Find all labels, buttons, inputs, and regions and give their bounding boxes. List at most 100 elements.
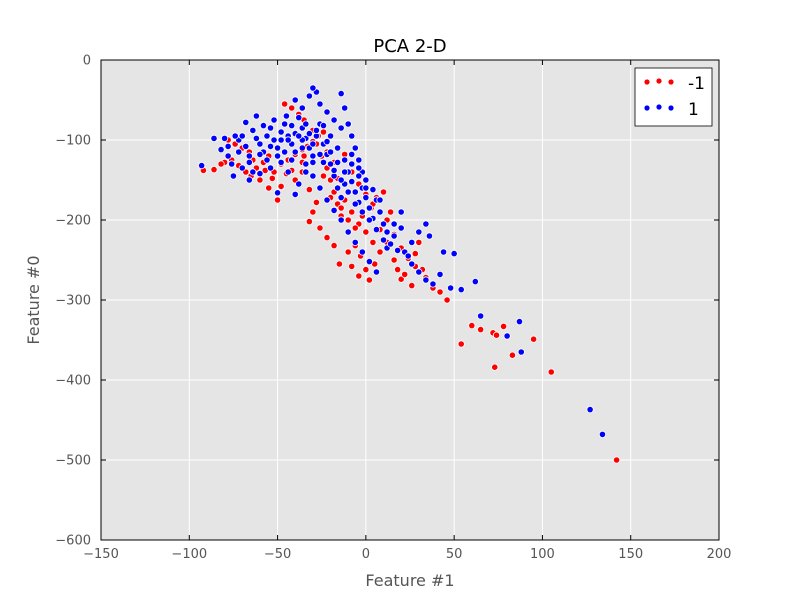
point-pos1 xyxy=(291,96,299,104)
point-neg1 xyxy=(468,321,476,330)
point-neg1 xyxy=(265,184,273,192)
point-pos1 xyxy=(358,248,366,256)
point-neg1 xyxy=(529,335,538,343)
point-pos1 xyxy=(365,216,373,224)
x-tick-label: 200 xyxy=(707,547,732,562)
point-neg1 xyxy=(492,331,501,339)
point-pos1 xyxy=(249,126,257,134)
point-pos1 xyxy=(270,136,278,144)
point-pos1 xyxy=(277,136,285,144)
point-pos1 xyxy=(341,156,349,164)
point-pos1 xyxy=(358,208,366,216)
point-pos1 xyxy=(256,150,264,158)
point-pos1 xyxy=(390,232,398,240)
point-pos1 xyxy=(259,122,268,130)
point-pos1 xyxy=(319,158,328,166)
point-pos1 xyxy=(383,228,391,236)
point-neg1 xyxy=(305,218,313,226)
point-pos1 xyxy=(390,220,398,228)
point-pos1 xyxy=(394,246,402,254)
legend-marker xyxy=(655,103,663,111)
x-axis-label: Feature #1 xyxy=(365,571,454,590)
point-pos1 xyxy=(277,128,285,136)
point-neg1 xyxy=(256,176,264,184)
legend-marker xyxy=(643,78,651,86)
point-pos1 xyxy=(334,144,342,152)
point-pos1 xyxy=(334,158,342,166)
point-pos1 xyxy=(224,152,232,160)
x-tick-label: −100 xyxy=(171,547,207,562)
point-pos1 xyxy=(284,136,292,144)
point-neg1 xyxy=(379,188,388,196)
point-pos1 xyxy=(344,228,352,236)
point-pos1 xyxy=(295,114,303,122)
point-neg1 xyxy=(408,281,416,290)
point-neg1 xyxy=(348,208,356,216)
chart-title: PCA 2-D xyxy=(373,36,446,57)
point-pos1 xyxy=(319,122,328,130)
point-pos1 xyxy=(284,168,292,176)
point-pos1 xyxy=(362,176,370,184)
legend-marker xyxy=(643,104,651,112)
point-pos1 xyxy=(235,148,243,156)
point-pos1 xyxy=(425,232,434,240)
point-pos1 xyxy=(408,260,416,268)
point-pos1 xyxy=(337,176,345,184)
point-pos1 xyxy=(415,268,423,276)
point-pos1 xyxy=(326,148,335,156)
point-pos1 xyxy=(245,176,253,184)
point-pos1 xyxy=(273,189,282,197)
point-pos1 xyxy=(198,162,206,170)
point-pos1 xyxy=(263,156,271,164)
point-pos1 xyxy=(245,158,253,166)
point-pos1 xyxy=(281,120,289,128)
point-pos1 xyxy=(408,238,416,246)
point-neg1 xyxy=(443,296,451,304)
point-neg1 xyxy=(415,238,423,246)
point-pos1 xyxy=(245,152,253,160)
y-tick-label: −600 xyxy=(55,534,91,549)
data-points xyxy=(198,84,621,464)
point-pos1 xyxy=(273,144,282,152)
point-pos1 xyxy=(436,270,444,278)
point-pos1 xyxy=(415,228,423,236)
point-pos1 xyxy=(372,268,381,276)
point-pos1 xyxy=(221,134,229,142)
legend-label: 1 xyxy=(688,100,699,120)
point-neg1 xyxy=(277,182,285,190)
point-pos1 xyxy=(252,112,260,120)
point-pos1 xyxy=(369,186,377,194)
point-pos1 xyxy=(471,277,479,286)
point-pos1 xyxy=(355,172,363,180)
point-neg1 xyxy=(288,104,296,112)
y-axis-label: Feature #0 xyxy=(24,255,43,344)
point-pos1 xyxy=(229,172,238,180)
point-pos1 xyxy=(281,148,289,156)
point-pos1 xyxy=(305,130,313,138)
point-pos1 xyxy=(291,148,299,156)
point-neg1 xyxy=(316,224,324,232)
point-neg1 xyxy=(217,160,225,168)
legend-marker xyxy=(667,78,675,86)
point-neg1 xyxy=(335,260,343,268)
point-neg1 xyxy=(547,368,555,376)
point-pos1 xyxy=(376,196,384,204)
x-tick-label: −50 xyxy=(264,547,291,562)
point-pos1 xyxy=(422,276,430,284)
point-neg1 xyxy=(312,198,321,206)
point-pos1 xyxy=(376,208,384,216)
point-neg1 xyxy=(376,248,384,256)
x-tick-label: 0 xyxy=(362,547,370,562)
point-pos1 xyxy=(344,188,352,196)
point-pos1 xyxy=(447,284,455,292)
point-pos1 xyxy=(266,164,275,172)
point-neg1 xyxy=(337,204,345,212)
point-neg1 xyxy=(344,216,352,224)
point-pos1 xyxy=(295,180,303,188)
point-pos1 xyxy=(330,166,338,174)
point-neg1 xyxy=(330,242,338,250)
point-neg1 xyxy=(394,265,402,274)
point-pos1 xyxy=(316,150,324,158)
point-pos1 xyxy=(341,168,349,176)
point-pos1 xyxy=(586,405,594,414)
